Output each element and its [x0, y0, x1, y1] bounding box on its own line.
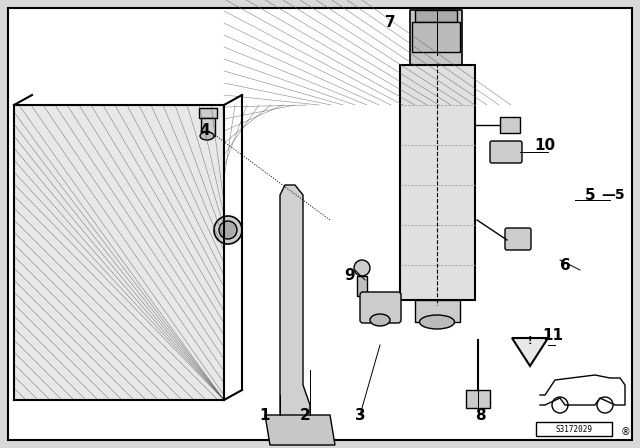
Bar [412, 22, 460, 52]
Polygon shape [280, 185, 310, 435]
Bar [415, 300, 460, 322]
Text: 1: 1 [260, 408, 270, 422]
Bar [201, 118, 215, 136]
Polygon shape [512, 338, 548, 366]
Text: 2: 2 [300, 408, 310, 422]
Text: 6: 6 [559, 258, 570, 272]
Text: 11: 11 [543, 327, 563, 343]
Text: ®: ® [621, 427, 631, 437]
Text: 7: 7 [385, 14, 396, 30]
Ellipse shape [200, 132, 214, 140]
Bar [536, 422, 612, 436]
FancyBboxPatch shape [490, 141, 522, 163]
Text: 3: 3 [355, 408, 365, 422]
Circle shape [214, 216, 242, 244]
Text: 8: 8 [475, 408, 485, 422]
Ellipse shape [354, 260, 370, 276]
Bar [500, 117, 520, 133]
Bar [400, 65, 475, 300]
Text: —5: —5 [601, 188, 625, 202]
Circle shape [552, 397, 568, 413]
Bar [466, 390, 490, 408]
Circle shape [597, 397, 613, 413]
Polygon shape [265, 415, 335, 445]
FancyBboxPatch shape [505, 228, 531, 250]
Circle shape [219, 221, 237, 239]
Bar [199, 108, 217, 118]
Ellipse shape [419, 315, 454, 329]
Bar [357, 276, 367, 296]
Text: 10: 10 [534, 138, 556, 152]
Bar [410, 10, 462, 65]
Text: !: ! [528, 336, 532, 346]
Text: 4: 4 [200, 122, 211, 138]
Text: S3172029: S3172029 [556, 425, 593, 434]
FancyBboxPatch shape [360, 292, 401, 323]
Text: 5: 5 [585, 188, 595, 202]
Bar [14, 105, 224, 400]
Text: 9: 9 [345, 267, 355, 283]
Ellipse shape [370, 314, 390, 326]
Bar [415, 10, 457, 22]
